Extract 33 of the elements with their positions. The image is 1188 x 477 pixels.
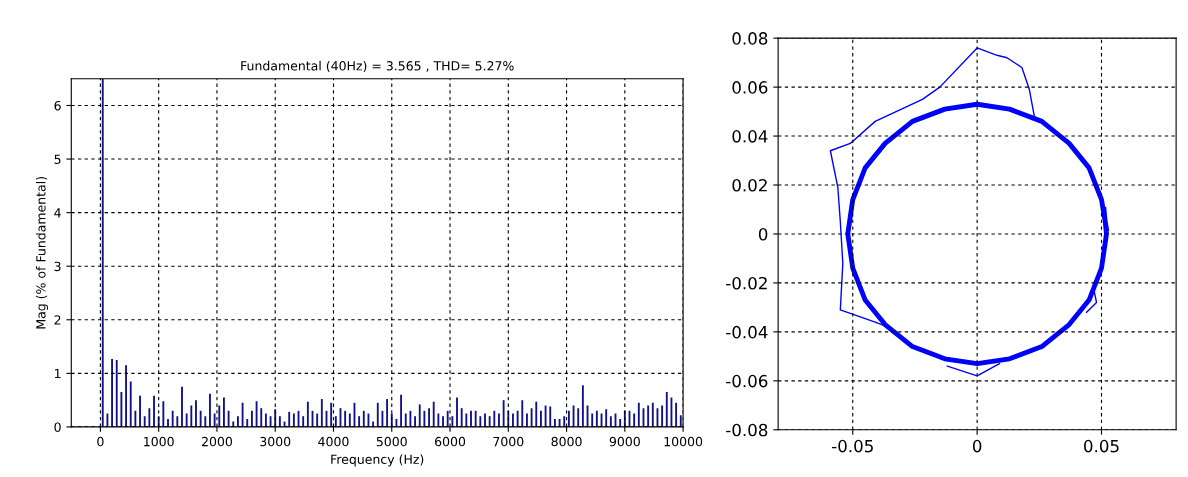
x-tick-label: 9000 [609, 436, 640, 447]
x-tick-label: 5000 [376, 436, 407, 447]
y-tick-label: 1 [54, 368, 61, 379]
y-tick-label: 4 [54, 208, 61, 218]
x-tick-label: 0 [97, 436, 104, 447]
y-tick-label: 0.04 [732, 130, 768, 143]
x-tick-label: 0 [972, 439, 982, 453]
x-tick-label: 4000 [318, 436, 349, 447]
y-tick-label: 0 [758, 227, 768, 241]
x-axis-title: Frequency (Hz) [331, 454, 424, 467]
y-tick-label: -0.06 [726, 374, 768, 388]
x-tick-label: 2000 [201, 436, 233, 447]
x-tick-label: 3000 [260, 436, 291, 447]
x-tick-label: 0.05 [1084, 439, 1119, 453]
y-tick-label: -0.08 [726, 423, 768, 437]
x-tick-label: -0.05 [832, 439, 873, 453]
x-tick-label: 1000 [144, 436, 174, 447]
x-tick-label: 6000 [434, 436, 466, 447]
y-tick-label: 0.08 [732, 32, 768, 45]
y-tick-label: 2 [54, 315, 61, 325]
x-tick-label: 10000 [664, 436, 703, 447]
chart-title: Fundamental (40Hz) = 3.565 , THD= 5.27% [241, 60, 514, 73]
y-axis-title: Mag (% of Fundamental) [35, 177, 49, 329]
x-tick-label: 8000 [551, 436, 582, 447]
y-tick-label: 6 [54, 100, 61, 111]
y-tick-label: 0 [54, 422, 61, 432]
y-tick-label: 0.02 [732, 178, 767, 192]
y-tick-label: -0.02 [726, 276, 767, 290]
y-tick-label: 3 [54, 261, 61, 272]
y-tick-label: 0.06 [732, 81, 768, 94]
y-tick-label: 5 [54, 154, 61, 164]
y-tick-label: -0.04 [726, 325, 768, 339]
x-tick-label: 7000 [493, 436, 524, 447]
